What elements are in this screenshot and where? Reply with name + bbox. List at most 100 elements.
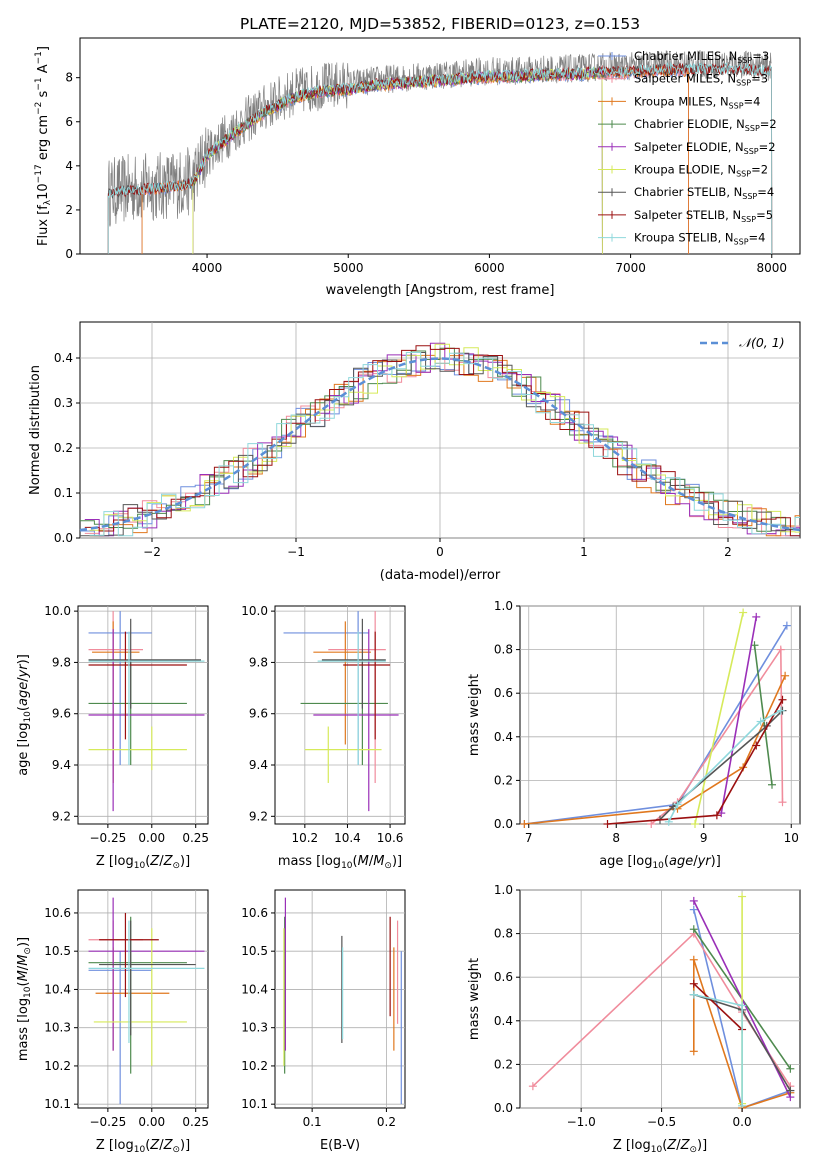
model-spectrum-line [107,61,773,255]
y-tick-label: 6 [65,115,73,129]
y-tick-label: 0.3 [54,396,73,410]
legend-label: Salpeter ELODIE, NSSP=2 [634,140,776,156]
x-tick-label: 0.2 [377,1115,396,1129]
y-tick-label: 0.4 [494,730,513,744]
y-tick-label: 10.6 [44,906,71,920]
y-tick-label: 0.2 [54,441,73,455]
mass-vs-ebv-xlabel: E(B-V) [320,1138,360,1153]
y-tick-label: 0.0 [494,817,513,831]
weight-vs-age-ylabel: mass weight [467,674,482,756]
x-tick-label: 2 [724,545,732,559]
legend-label: Chabrier STELIB, NSSP=4 [634,185,774,201]
mass-vs-ebv-panel: 0.1 0.2 10.1 10.2 10.3 10.4 10.5 10.6 E(B-V) [241,889,406,1153]
residuals-ylabel: Normed distribution [28,365,43,495]
x-tick-label: 7000 [615,261,646,275]
weight-vs-age-panel: 7 8 9 10 0.0 0.2 0.4 0.6 0.8 1.0 age [log10(age/y… [467,599,801,871]
mass-weight-line [607,699,784,825]
y-tick-label: 10.2 [241,1059,268,1073]
x-tick-label: −0.5 [647,1115,676,1129]
y-tick-label: 0.1 [54,486,73,500]
residual-histogram-step [89,352,800,537]
y-tick-label: 0.8 [494,927,513,941]
y-tick-label: 10.5 [44,944,71,958]
y-tick-label: 0.2 [494,773,513,787]
y-tick-label: 0.4 [494,1014,513,1028]
y-tick-label: 9.8 [52,655,71,669]
y-tick-label: 0.6 [494,686,513,700]
x-tick-label: −2 [143,545,161,559]
y-tick-label: 0.4 [54,351,73,365]
residuals-ticks: −2 −1 0 1 2 0.0 0.1 0.2 0.3 0.4 [54,351,732,559]
y-tick-label: 10.0 [241,604,268,618]
residuals-xlabel: (data-model)/error [380,568,501,583]
x-tick-label: 0.25 [182,831,209,845]
y-tick-label: 10.6 [241,906,268,920]
x-tick-label: −1.0 [567,1115,596,1129]
y-tick-label: 8 [65,71,73,85]
legend-label: Salpeter MILES, NSSP=3 [634,72,768,88]
legend-label: 𝒩(0, 1) [739,335,785,350]
y-tick-label: 2 [65,203,73,217]
mass-weight-line [753,645,773,785]
y-tick-label: 9.2 [249,809,268,823]
age-vs-z-content: −0.25 0.00 0.25 9.2 9.4 9.6 9.8 10.0 [44,604,209,845]
weight-vs-age-xlabel: age [log10(age/yr)] [599,854,721,871]
x-tick-label: 10 [784,831,799,845]
spectrum-panel: 4000 5000 6000 7000 8000 0 2 4 6 8 Chabrier MILES… [34,37,801,298]
x-tick-label: −0.25 [89,1115,126,1129]
age-vs-z-ylabel: age [log10(age/yr)] [16,654,33,776]
y-tick-label: 10.3 [44,1021,71,1035]
mass-vs-z-axes [77,889,209,1109]
x-tick-label: 0 [436,545,444,559]
y-tick-label: 10.2 [44,1059,71,1073]
mass-weight-line [692,959,791,1110]
weight-vs-z-xlabel: Z [log10(Z/Z⊙)] [613,1138,707,1155]
y-tick-label: 4 [65,159,73,173]
x-tick-label: 7 [525,831,533,845]
legend-label: Kroupa ELODIE, NSSP=2 [634,163,768,179]
y-tick-label: 10.4 [241,982,268,996]
mass-weight-line [720,616,758,814]
mass-weight-line [693,983,743,1031]
y-tick-label: 10.1 [44,1097,71,1111]
spectrum-series [107,50,773,255]
residuals-panel: −2 −1 0 1 2 0.0 0.1 0.2 0.3 0.4 𝒩(0, 1) (data-mod… [28,321,801,583]
figure-title: PLATE=2120, MJD=53852, FIBERID=0123, z=0… [240,15,640,33]
y-tick-label: 0.0 [494,1101,513,1115]
y-tick-label: 0.6 [494,970,513,984]
weight-vs-age-content: 7 8 9 10 0.0 0.2 0.4 0.6 0.8 1.0 [494,599,800,845]
mass-vs-z-panel: −0.25 0.00 0.25 10.1 10.2 10.3 10.4 10.5 10.6 Z … [16,889,209,1155]
legend-label: Chabrier ELODIE, NSSP=2 [634,117,777,133]
x-tick-label: 10.4 [334,831,361,845]
mass-vs-z-xlabel: Z [log10(Z/Z⊙)] [96,1138,190,1155]
y-tick-label: 10.5 [241,944,268,958]
residuals-legend: 𝒩(0, 1) [700,335,785,350]
mass-weight-line [694,612,744,825]
normal-reference-curve [79,357,801,532]
mass-vs-z-ylabel: mass [log10(M/M⊙)] [16,937,33,1061]
x-tick-label: 8 [612,831,620,845]
mass-weight-line [659,710,784,821]
age-vs-z-panel: −0.25 0.00 0.25 9.2 9.4 9.6 9.8 10.0 Z [log10(Z… [16,604,209,871]
age-vs-mass-xlabel: mass [log10(M/M⊙)] [278,854,402,871]
x-tick-label: 0.00 [138,1115,165,1129]
residuals-series [79,342,801,537]
model-spectrum-line [107,62,773,255]
age-vs-mass-content: 10.2 10.4 10.6 9.2 9.4 9.6 9.8 10.0 [241,604,405,845]
legend-label: Kroupa STELIB, NSSP=4 [634,231,765,247]
x-tick-label: −1 [287,545,305,559]
x-tick-label: 1 [580,545,588,559]
y-tick-label: 10.1 [241,1097,268,1111]
x-tick-label: 0.00 [138,831,165,845]
y-tick-label: 1.0 [494,599,513,613]
mass-vs-z-content: −0.25 0.00 0.25 10.1 10.2 10.3 10.4 10.5 10.6 [44,890,209,1129]
x-tick-label: 4000 [192,261,223,275]
mass-weight-line [668,709,782,823]
age-vs-mass-panel: 10.2 10.4 10.6 9.2 9.4 9.6 9.8 10.0 mass [log10… [241,604,406,871]
spectrum-xlabel: wavelength [Angstrom, rest frame] [326,283,555,298]
residual-histogram-step [84,342,800,537]
mass-vs-ebv-content: 0.1 0.2 10.1 10.2 10.3 10.4 10.5 10.6 [241,890,405,1129]
weight-vs-z-ylabel: mass weight [467,958,482,1040]
residual-histogram-step [80,347,800,532]
